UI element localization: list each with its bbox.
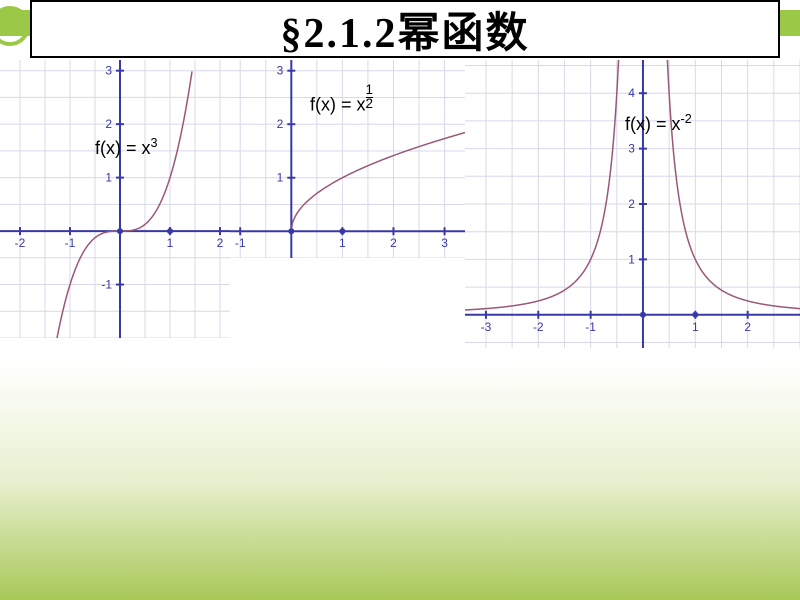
title-box: §2.1.2幂函数 <box>30 0 780 58</box>
svg-text:1: 1 <box>167 236 174 250</box>
chart-label-invsq: f(x) = x-2 <box>625 112 692 135</box>
svg-text:-3: -3 <box>481 320 492 334</box>
svg-text:3: 3 <box>628 142 635 156</box>
svg-text:4: 4 <box>628 86 635 100</box>
svg-text:3: 3 <box>441 236 448 250</box>
svg-text:-2: -2 <box>533 320 544 334</box>
svg-text:1: 1 <box>692 320 699 334</box>
svg-text:1: 1 <box>628 252 635 266</box>
chart-label-sqrt: f(x) = x12 <box>310 84 373 116</box>
svg-text:2: 2 <box>105 117 112 131</box>
svg-text:2: 2 <box>628 197 635 211</box>
svg-text:3: 3 <box>277 64 284 78</box>
charts-row: -2-112-1123f(x) = x3 -1123123f(x) = x12 … <box>0 60 800 348</box>
svg-text:2: 2 <box>277 117 284 131</box>
svg-text:1: 1 <box>277 171 284 185</box>
svg-text:-1: -1 <box>65 236 76 250</box>
svg-text:2: 2 <box>217 236 224 250</box>
svg-text:1: 1 <box>105 171 112 185</box>
chart-sqrt: -1 1 2 3 1 2 3 f(x) = x12 <box>230 60 465 258</box>
svg-text:2: 2 <box>390 236 397 250</box>
svg-text:2: 2 <box>744 320 751 334</box>
chart-invsq: -3 -2 -1 1 2 1 2 3 4 f(x) = x-2 <box>465 60 800 348</box>
svg-text:-1: -1 <box>101 278 112 292</box>
svg-text:-1: -1 <box>585 320 596 334</box>
chart-cubic: -2 -1 1 2 -1 1 2 3 f(x) = x3 <box>0 60 230 338</box>
page-title: §2.1.2幂函数 <box>280 0 529 60</box>
svg-text:-2: -2 <box>15 236 26 250</box>
svg-text:-1: -1 <box>235 236 246 250</box>
svg-text:1: 1 <box>339 236 346 250</box>
chart-label-cubic: f(x) = x3 <box>95 136 158 159</box>
svg-text:3: 3 <box>105 64 112 78</box>
